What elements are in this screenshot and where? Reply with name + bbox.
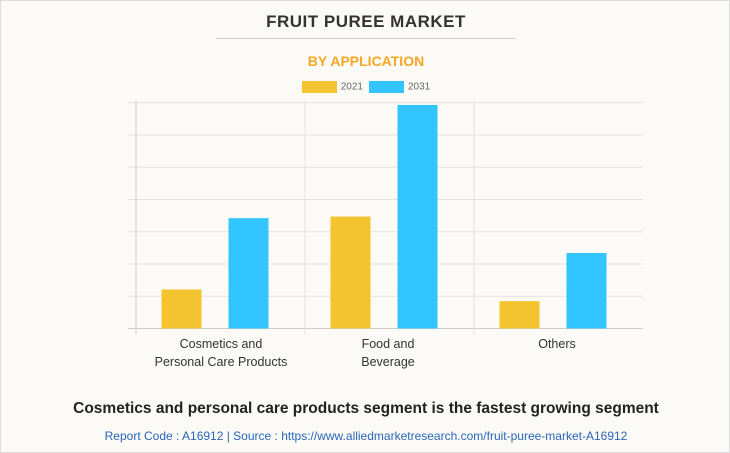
bar-2021-2 (499, 301, 540, 329)
chart-title: FRUIT PUREE MARKET (266, 12, 466, 31)
headline: Cosmetics and personal care products seg… (73, 400, 659, 417)
legend-label-2031: 2031 (408, 81, 431, 93)
title-divider (216, 38, 516, 39)
bar-2021-0 (161, 289, 202, 329)
bar-2031-2 (566, 253, 607, 329)
x-tick-label-cosmetics: Cosmetics and Personal Care Products (154, 337, 288, 369)
legend-swatch-2031 (369, 81, 404, 93)
legend-label-2021: 2021 (340, 81, 363, 93)
source-footer: Report Code : A16912 | Source : https://… (104, 429, 628, 443)
bar-2031-1 (397, 104, 438, 329)
bar-2021-1 (330, 216, 371, 329)
legend-swatch-2021 (301, 81, 337, 93)
legend-item-2031[interactable]: 2031 (369, 81, 430, 93)
x-tick-label-others: Others (538, 337, 576, 351)
legend-item-2021[interactable]: 2021 (301, 81, 363, 93)
legend: 2021 2031 (1, 81, 729, 93)
bar-2031-0 (228, 218, 269, 329)
chart-subtitle: BY APPLICATION (307, 53, 425, 69)
x-tick-label-food: Food and Beverage (361, 337, 415, 369)
